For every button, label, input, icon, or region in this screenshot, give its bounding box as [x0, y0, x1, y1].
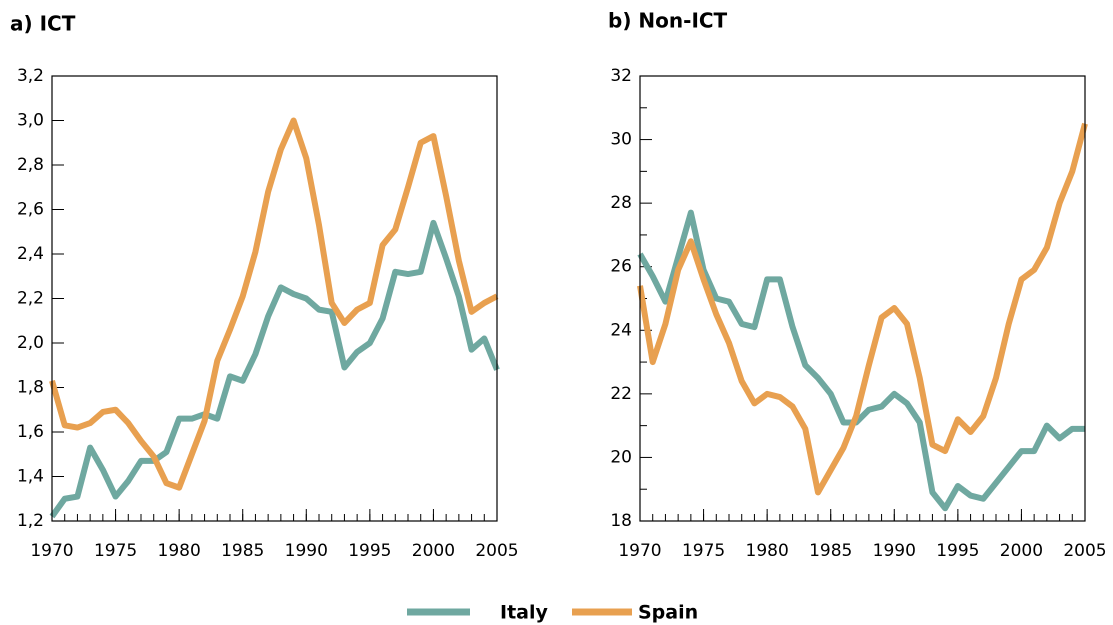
series-line: Spain: [637, 122, 1088, 496]
x-tick-label: 1995: [348, 541, 391, 561]
y-tick-label: 30: [610, 130, 632, 150]
x-tick-label: 1970: [618, 541, 661, 561]
x-tick-label: 2005: [1063, 541, 1106, 561]
y-tick-label: 24: [610, 320, 632, 340]
chart-title: a) ICT: [10, 12, 76, 36]
x-tick-label: 1975: [94, 541, 137, 561]
y-tick-label: 1,2: [17, 511, 44, 531]
y-tick-label: 2,6: [17, 200, 44, 220]
y-tick-label: 2,8: [17, 155, 44, 175]
y-tick-label: 2,4: [17, 244, 44, 264]
series-line: Italy: [637, 209, 1085, 512]
x-tick-label: 1990: [285, 541, 328, 561]
plot-frame: [51, 75, 498, 522]
x-tick-label: 2000: [412, 541, 455, 561]
y-tick-label: 20: [610, 447, 632, 467]
x-tick-label: 2005: [475, 541, 518, 561]
y-tick-label: 26: [610, 257, 632, 277]
x-tick-label: 1985: [809, 541, 852, 561]
x-tick-label: 1995: [936, 541, 979, 561]
x-tick-label: 1975: [682, 541, 725, 561]
series-line: Italy: [49, 219, 500, 519]
y-tick-label: 2,0: [17, 333, 44, 353]
x-tick-label: 1970: [30, 541, 73, 561]
y-tick-label: 22: [610, 384, 632, 404]
y-tick-label: 1,8: [17, 378, 44, 398]
plot-frame: [639, 75, 1086, 522]
x-tick-label: 2000: [1000, 541, 1043, 561]
x-tick-label: 1990: [873, 541, 916, 561]
y-tick-label: 18: [610, 511, 632, 531]
legend-label: Spain: [638, 602, 698, 624]
legend-label: Italy: [500, 602, 548, 624]
y-tick-label: 28: [610, 193, 632, 213]
y-tick-label: 1,4: [17, 467, 44, 487]
y-tick-label: 2,2: [17, 289, 44, 309]
chart-title: b) Non-ICT: [608, 9, 728, 33]
y-tick-label: 32: [610, 66, 632, 86]
y-tick-label: 3,0: [17, 111, 44, 131]
y-tick-label: 1,6: [17, 422, 44, 442]
x-tick-label: 1985: [221, 541, 264, 561]
series-line: Spain: [49, 117, 499, 491]
x-tick-label: 1980: [158, 541, 201, 561]
y-tick-label: 3,2: [17, 66, 44, 86]
x-tick-label: 1980: [746, 541, 789, 561]
